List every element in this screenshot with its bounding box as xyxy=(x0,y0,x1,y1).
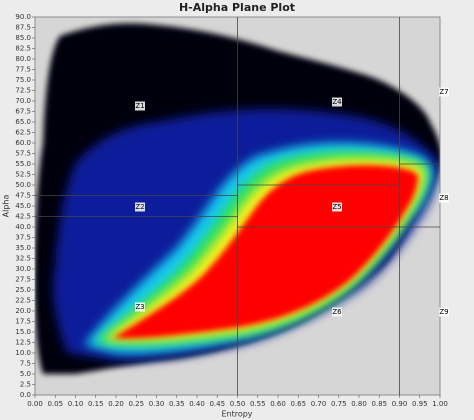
x-tick-label: 0.65 xyxy=(290,400,306,408)
y-tick-label: 27.5 xyxy=(15,276,31,284)
y-tick-label: 35.0 xyxy=(15,244,31,252)
x-tick-label: 0.00 xyxy=(27,400,43,408)
x-tick-label: 0.80 xyxy=(351,400,367,408)
y-tick-label: 45.0 xyxy=(15,202,31,210)
zone-label: Z7 xyxy=(439,88,448,96)
x-tick-label: 0.15 xyxy=(88,400,104,408)
y-tick-label: 15.0 xyxy=(15,328,31,336)
x-tick-label: 0.45 xyxy=(209,400,225,408)
zone-label-box xyxy=(332,307,342,317)
zone-label: Z1 xyxy=(135,102,144,110)
y-tick-label: 50.0 xyxy=(15,181,31,189)
zone-label: Z6 xyxy=(332,308,342,316)
zone-label-box xyxy=(439,87,449,97)
zone-label-box xyxy=(332,202,342,212)
x-tick-label: 0.50 xyxy=(230,400,246,408)
y-tick-label: 80.0 xyxy=(15,55,31,63)
x-tick-label: 0.40 xyxy=(189,400,205,408)
y-tick-label: 67.5 xyxy=(15,108,31,116)
y-tick-label: 10.0 xyxy=(15,349,31,357)
x-tick-label: 0.55 xyxy=(250,400,266,408)
x-tick-label: 0.10 xyxy=(68,400,84,408)
y-tick-label: 20.0 xyxy=(15,307,31,315)
y-tick-label: 37.5 xyxy=(15,234,31,242)
y-tick-label: 52.5 xyxy=(15,171,31,179)
y-tick-label: 32.5 xyxy=(15,255,31,263)
y-tick-label: 17.5 xyxy=(15,318,31,326)
y-tick-label: 72.5 xyxy=(15,87,31,95)
zone-label-box xyxy=(135,202,145,212)
y-tick-label: 87.5 xyxy=(15,24,31,32)
zone-label-box xyxy=(135,101,145,111)
y-tick-label: 47.5 xyxy=(15,192,31,200)
zone-label-box xyxy=(332,97,342,107)
y-tick-label: 85.0 xyxy=(15,34,31,42)
y-tick-label: 12.5 xyxy=(15,339,31,347)
y-tick-label: 55.0 xyxy=(15,160,31,168)
zone-label-box xyxy=(439,307,449,317)
y-tick-label: 60.0 xyxy=(15,139,31,147)
x-axis-label: Entropy xyxy=(221,410,252,419)
y-tick-label: 25.0 xyxy=(15,286,31,294)
y-tick-label: 5.0 xyxy=(20,370,31,378)
x-tick-label: 0.25 xyxy=(128,400,144,408)
x-tick-label: 0.85 xyxy=(371,400,387,408)
y-tick-label: 7.5 xyxy=(20,360,31,368)
y-tick-label: 57.5 xyxy=(15,150,31,158)
x-tick-label: 0.95 xyxy=(412,400,428,408)
x-tick-label: 0.75 xyxy=(331,400,347,408)
y-tick-label: 65.0 xyxy=(15,118,31,126)
zone-label: Z4 xyxy=(332,98,342,106)
x-tick-label: 0.60 xyxy=(270,400,286,408)
y-tick-label: 75.0 xyxy=(15,76,31,84)
x-tick-label: 0.30 xyxy=(149,400,165,408)
y-tick-label: 70.0 xyxy=(15,97,31,105)
x-tick-label: 1.00 xyxy=(432,400,448,408)
x-tick-label: 0.05 xyxy=(47,400,63,408)
zone-label: Z2 xyxy=(135,203,144,211)
y-tick-label: 2.5 xyxy=(20,381,31,389)
x-tick-label: 0.90 xyxy=(392,400,408,408)
y-tick-label: 40.0 xyxy=(15,223,31,231)
y-tick-label: 42.5 xyxy=(15,213,31,221)
zone-label: Z8 xyxy=(439,194,448,202)
y-tick-label: 77.5 xyxy=(15,66,31,74)
y-tick-label: 90.0 xyxy=(15,13,31,21)
y-tick-label: 0.0 xyxy=(20,391,31,399)
x-tick-label: 0.70 xyxy=(311,400,327,408)
y-tick-label: 22.5 xyxy=(15,297,31,305)
y-tick-label: 82.5 xyxy=(15,45,31,53)
zone-label-box xyxy=(135,302,145,312)
zone-label: Z9 xyxy=(439,308,448,316)
y-tick-label: 62.5 xyxy=(15,129,31,137)
chart-title: H-Alpha Plane Plot xyxy=(179,1,295,14)
zone-label: Z5 xyxy=(332,203,341,211)
zone-label-box xyxy=(439,193,449,203)
x-tick-label: 0.35 xyxy=(169,400,185,408)
zone-label: Z3 xyxy=(135,303,144,311)
x-tick-label: 0.20 xyxy=(108,400,124,408)
y-tick-label: 30.0 xyxy=(15,265,31,273)
y-axis-label: Alpha xyxy=(2,195,11,218)
